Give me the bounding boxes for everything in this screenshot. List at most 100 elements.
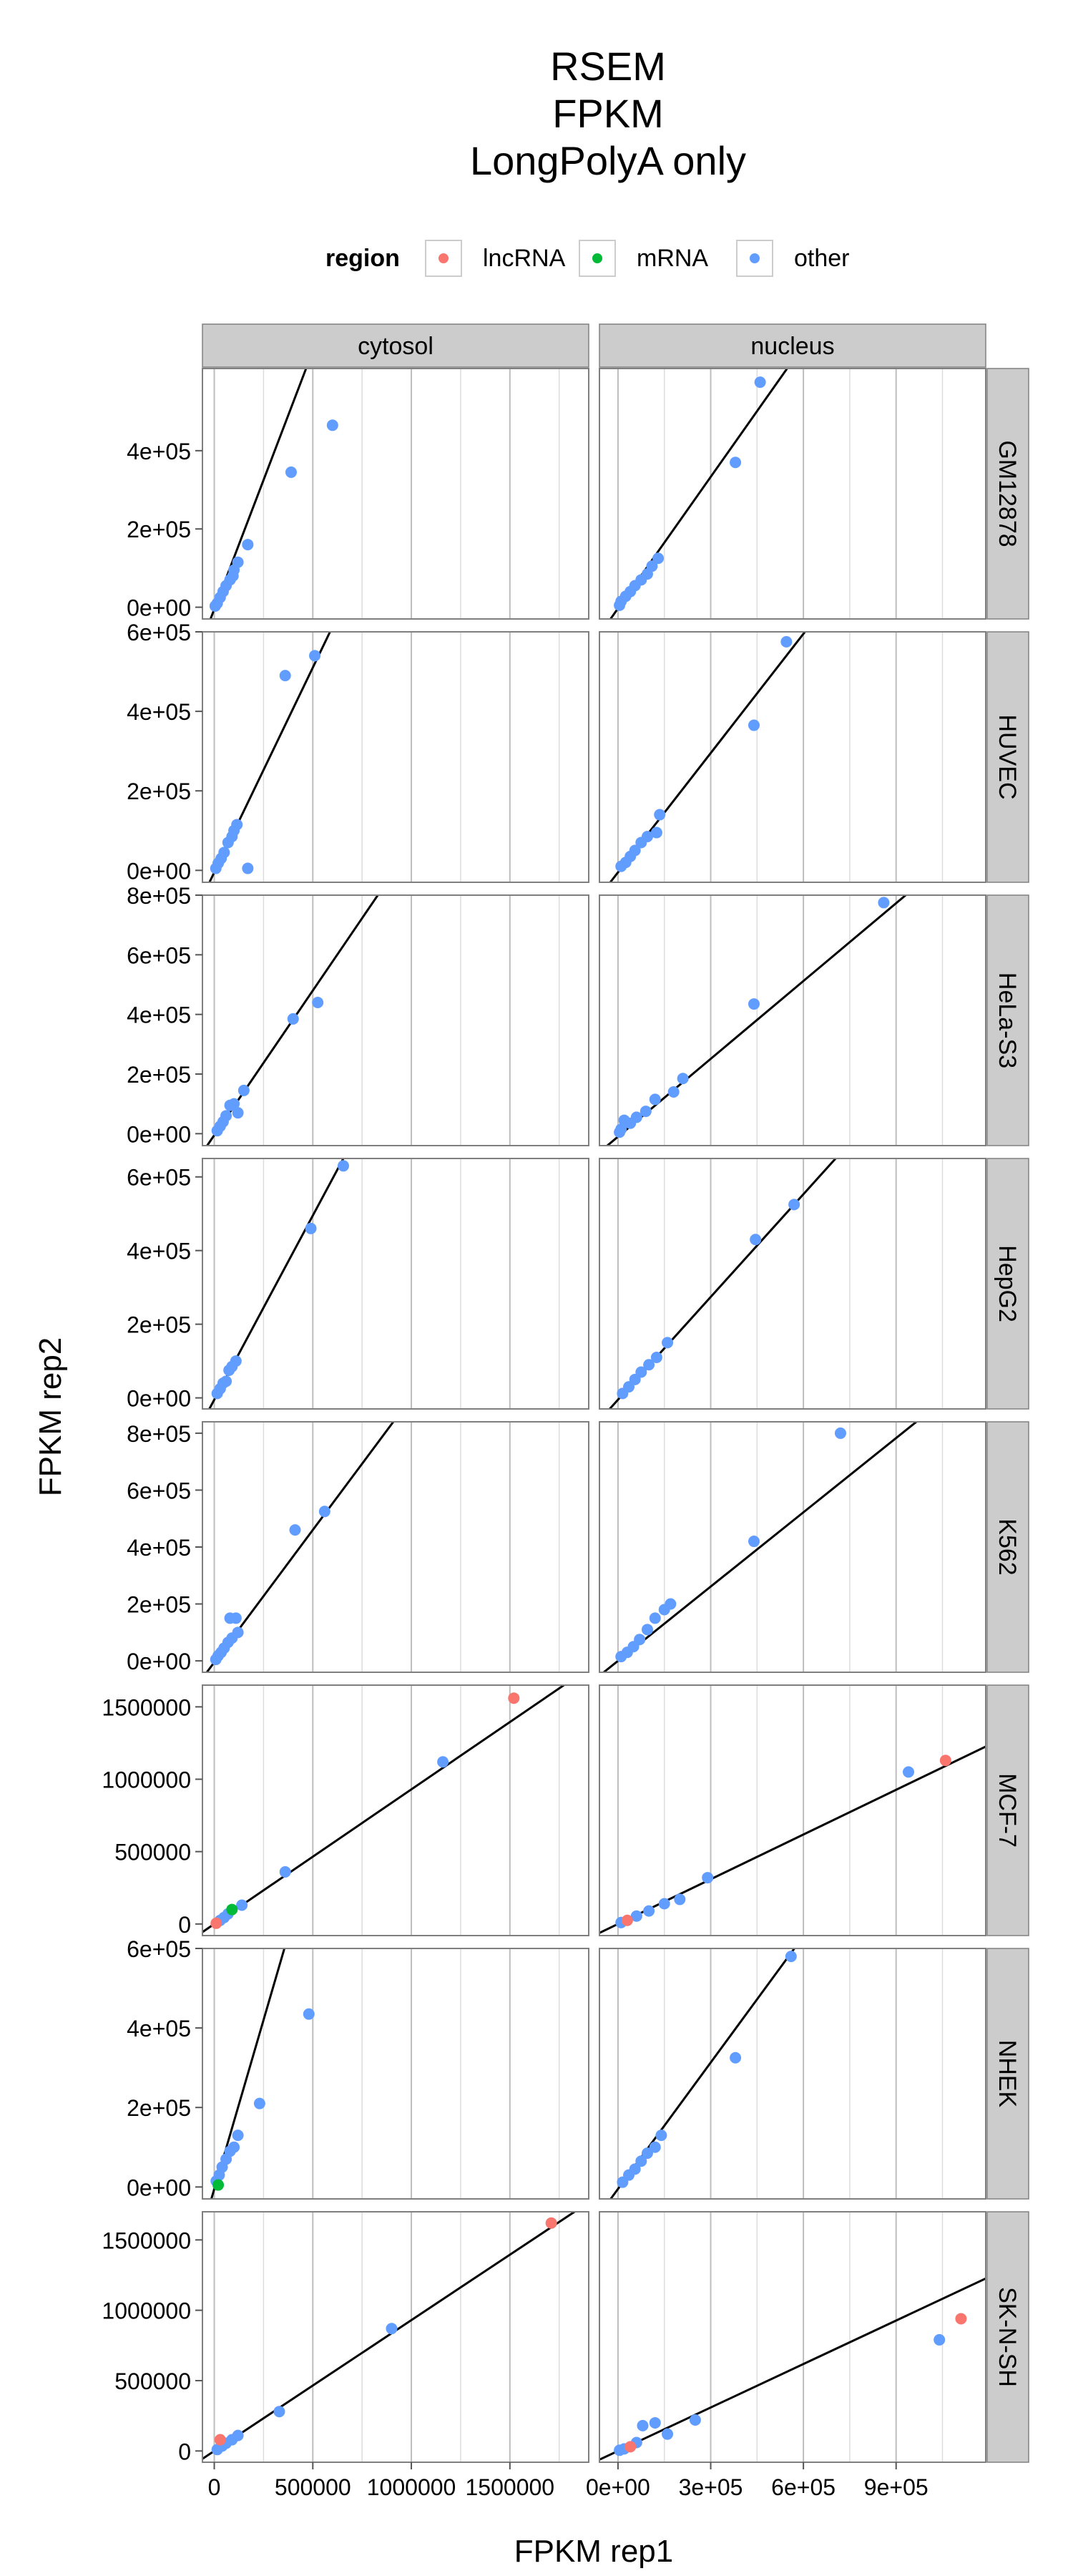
- data-point-other: [614, 2444, 626, 2457]
- panel-border: [202, 2211, 589, 2463]
- chart-title-line-2: FPKM: [552, 91, 664, 136]
- panel-sk-n-sh-cytosol: 0 500000 1000000 1500000 0 500000 1000000 15000…: [102, 2211, 589, 2500]
- panel-border: [202, 894, 589, 1146]
- data-point-lncrna: [214, 2434, 226, 2446]
- legend-swatch-other: [750, 253, 760, 263]
- data-point-mrna: [226, 1903, 238, 1916]
- panel-background: [202, 632, 589, 882]
- data-point-other: [242, 539, 254, 551]
- y-tick-label: 0e+00: [127, 858, 191, 884]
- y-tick-label: 6e+05: [127, 620, 191, 645]
- column-strip-cytosol: [202, 323, 589, 368]
- data-point-other: [748, 719, 760, 731]
- y-tick-label: 4e+05: [127, 1535, 191, 1561]
- data-point-other: [211, 2444, 223, 2456]
- panel-background: [599, 1948, 986, 2199]
- y-tick-label: 0e+00: [127, 1649, 191, 1674]
- data-point-lncrna: [939, 1755, 951, 1767]
- legend-label-mrna: mRNA: [637, 245, 708, 272]
- y-tick-label: 0e+00: [127, 2175, 191, 2200]
- data-point-other: [289, 1524, 301, 1536]
- legend-label-lncrna: lncRNA: [483, 245, 566, 272]
- fit-line: [602, 1422, 918, 1672]
- data-point-lncrna: [624, 2441, 637, 2453]
- data-point-other: [662, 2428, 674, 2440]
- data-point-other: [750, 1234, 762, 1246]
- data-point-other: [649, 1612, 661, 1624]
- row-strip-nhek: [986, 1948, 1029, 2200]
- row-strip-k562: [986, 1421, 1029, 1673]
- data-point-other: [649, 1093, 661, 1106]
- data-point-other: [228, 564, 240, 576]
- data-point-other: [641, 1624, 653, 1636]
- panel-border: [202, 368, 589, 620]
- data-point-other: [273, 2406, 285, 2418]
- row-strip-label-k562: K562: [994, 1518, 1021, 1575]
- data-point-other: [618, 1114, 630, 1126]
- y-tick-label: 1500000: [102, 1694, 191, 1720]
- column-strip-label-nucleus: nucleus: [750, 333, 834, 360]
- panel-sk-n-sh-nucleus: 0e+00 3e+05 6e+05 9e+05: [586, 2211, 986, 2500]
- data-point-lncrna: [955, 2313, 967, 2325]
- fit-line: [599, 2277, 986, 2461]
- x-tick-label: 6e+05: [771, 2474, 836, 2500]
- data-point-other: [785, 1951, 797, 1963]
- data-point-other: [222, 836, 234, 849]
- panel-background: [202, 2212, 589, 2462]
- y-tick-label: 0: [178, 2439, 191, 2464]
- data-point-other: [667, 1086, 680, 1098]
- data-point-other: [662, 1337, 674, 1349]
- data-point-other: [730, 2051, 742, 2064]
- y-tick-label: 1500000: [102, 2228, 191, 2253]
- data-point-other: [253, 2097, 265, 2109]
- row-strip-mcf-7: [986, 1684, 1029, 1936]
- panel-border: [599, 631, 986, 883]
- data-point-other: [614, 1126, 626, 1138]
- y-tick-label: 4e+05: [127, 699, 191, 725]
- fit-line: [207, 1158, 345, 1409]
- data-point-lncrna: [508, 1692, 520, 1704]
- data-point-other: [674, 1893, 686, 1906]
- panel-background: [202, 1158, 589, 1409]
- panel-k562-cytosol: 0e+00 2e+05 4e+05 6e+05 8e+05: [127, 1421, 589, 1674]
- data-point-other: [878, 897, 890, 909]
- panel-huvec-nucleus: [599, 631, 986, 883]
- row-strip-hepg2: [986, 1158, 1029, 1410]
- legend-swatch-mrna: [592, 253, 602, 263]
- data-point-other: [614, 599, 626, 611]
- row-strip-label-mcf-7: MCF-7: [994, 1773, 1021, 1848]
- chart-title: RSEM FPKM LongPolyA only: [470, 44, 746, 183]
- data-point-other: [635, 836, 647, 849]
- chart-title-line-3: LongPolyA only: [470, 138, 746, 183]
- data-point-other: [326, 419, 338, 431]
- y-tick-label: 4e+05: [127, 1002, 191, 1028]
- panel-background: [599, 1422, 986, 1672]
- panel-hela-s3-nucleus: [599, 894, 986, 1146]
- panel-background: [599, 895, 986, 1146]
- y-tick-label: 6e+05: [127, 1936, 191, 1962]
- x-tick-label: 0e+00: [586, 2474, 650, 2500]
- data-point-other: [232, 2129, 244, 2142]
- y-tick-label: 500000: [114, 2368, 191, 2394]
- data-point-other: [650, 1351, 662, 1363]
- y-tick-label: 0e+00: [127, 595, 191, 621]
- row-strip-gm12878: [986, 368, 1029, 620]
- data-point-other: [641, 2147, 653, 2160]
- y-tick-label: 0e+00: [127, 1121, 191, 1147]
- data-point-other: [934, 2333, 946, 2346]
- legend-title: region: [325, 245, 400, 272]
- data-point-other: [834, 1427, 846, 1439]
- panel-border: [202, 631, 589, 883]
- row-strip-hela-s3: [986, 894, 1029, 1146]
- panel-background: [202, 1948, 589, 2199]
- row-strip-label-huvec: HUVEC: [994, 714, 1021, 799]
- data-point-other: [303, 2008, 315, 2020]
- row-strip-label-hela-s3: HeLa-S3: [994, 972, 1021, 1068]
- y-tick-label: 0: [178, 1912, 191, 1938]
- y-tick-label: 1000000: [102, 2298, 191, 2324]
- data-point-other: [637, 2419, 649, 2431]
- x-tick-label: 0: [208, 2474, 221, 2500]
- data-point-other: [615, 1651, 627, 1663]
- data-point-other: [318, 1506, 330, 1518]
- data-point-other: [305, 1222, 317, 1234]
